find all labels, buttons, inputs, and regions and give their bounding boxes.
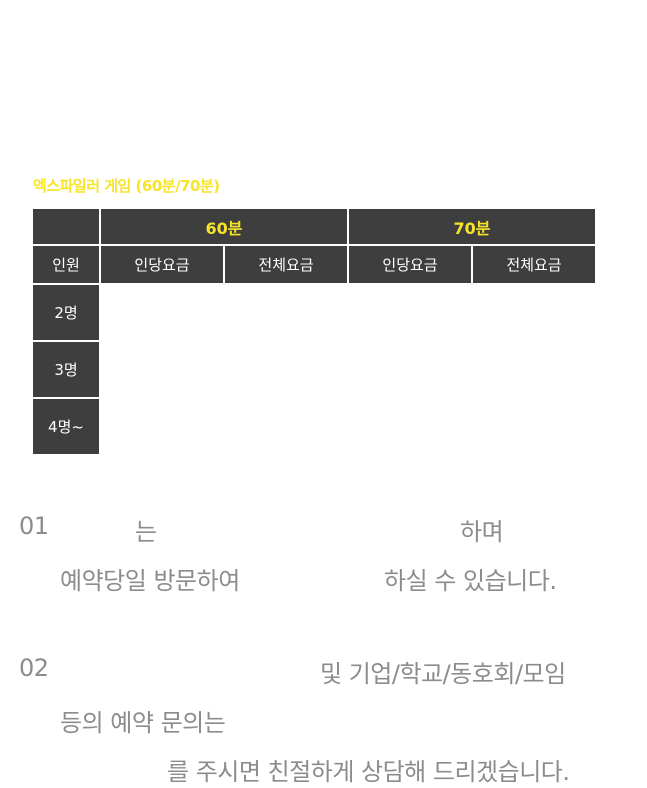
total-fee-header: 전체요금 <box>473 246 595 283</box>
people-count-cell: 2명 <box>33 285 99 340</box>
price-cell <box>101 399 595 454</box>
note-text: 하며 <box>460 518 504 546</box>
table-row: 3명 <box>33 342 595 397</box>
corner-cell <box>33 209 99 244</box>
note-number: 02 <box>19 654 49 682</box>
table-row: 4명~ <box>33 399 595 454</box>
people-count-cell: 4명~ <box>33 399 99 454</box>
duration-header-60: 60분 <box>101 209 347 244</box>
note-text: 예약당일 방문하여 <box>60 567 240 595</box>
per-person-fee-header: 인당요금 <box>349 246 471 283</box>
price-cell <box>101 342 595 397</box>
note-text: 등의 예약 문의는 <box>60 709 226 737</box>
total-fee-header: 전체요금 <box>225 246 347 283</box>
section-title: 엑스파일러 게임 (60분/70분) <box>33 177 220 195</box>
note-text: 는 <box>135 518 157 546</box>
duration-header-70: 70분 <box>349 209 595 244</box>
people-header: 인원 <box>33 246 99 283</box>
price-cell <box>101 285 595 340</box>
people-count-cell: 3명 <box>33 342 99 397</box>
price-table: 60분 70분 인원 인당요금 전체요금 인당요금 전체요금 2명 3명 4명~ <box>31 207 597 456</box>
note-text: 및 기업/학교/동호회/모임 <box>320 660 566 688</box>
note-text: 를 주시면 친절하게 상담해 드리겠습니다. <box>167 758 570 786</box>
per-person-fee-header: 인당요금 <box>101 246 223 283</box>
table-row: 2명 <box>33 285 595 340</box>
note-number: 01 <box>19 512 49 540</box>
note-text: 하실 수 있습니다. <box>384 567 557 595</box>
